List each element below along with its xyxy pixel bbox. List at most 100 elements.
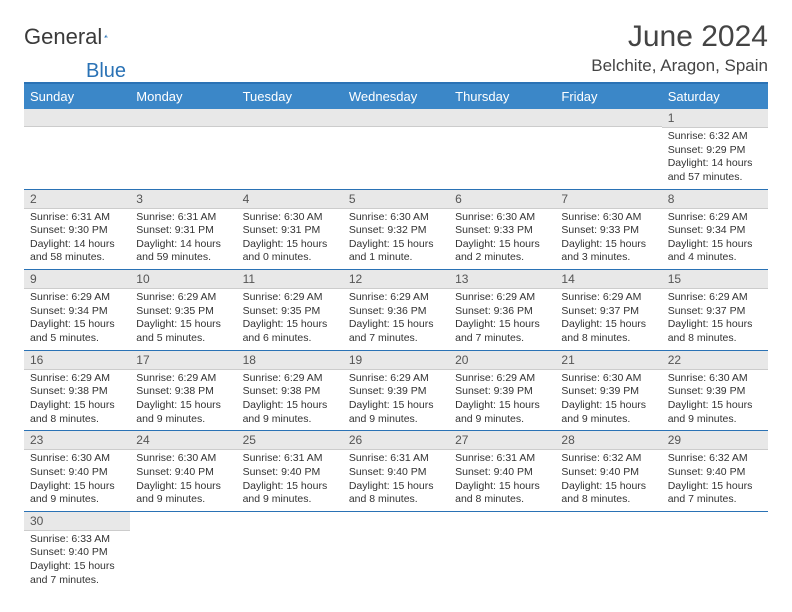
- daylight-text: Daylight: 15 hours and 9 minutes.: [30, 480, 124, 507]
- sunset-text: Sunset: 9:37 PM: [668, 305, 762, 319]
- day-content: Sunrise: 6:31 AMSunset: 9:40 PMDaylight:…: [449, 450, 555, 511]
- daylight-text: Daylight: 15 hours and 0 minutes.: [243, 238, 337, 265]
- day-number: 18: [237, 351, 343, 370]
- sunrise-text: Sunrise: 6:31 AM: [243, 452, 337, 466]
- sunrise-text: Sunrise: 6:29 AM: [243, 372, 337, 386]
- sunrise-text: Sunrise: 6:30 AM: [136, 452, 230, 466]
- calendar-week: 1Sunrise: 6:32 AMSunset: 9:29 PMDaylight…: [24, 109, 768, 189]
- calendar-cell: 16Sunrise: 6:29 AMSunset: 9:38 PMDayligh…: [24, 350, 130, 431]
- daylight-text: Daylight: 15 hours and 8 minutes.: [349, 480, 443, 507]
- day-number: 29: [662, 431, 768, 450]
- day-number: 26: [343, 431, 449, 450]
- daylight-text: Daylight: 15 hours and 3 minutes.: [561, 238, 655, 265]
- daylight-text: Daylight: 15 hours and 8 minutes.: [455, 480, 549, 507]
- day-number: 15: [662, 270, 768, 289]
- calendar-cell: 26Sunrise: 6:31 AMSunset: 9:40 PMDayligh…: [343, 431, 449, 512]
- day-content: Sunrise: 6:29 AMSunset: 9:36 PMDaylight:…: [449, 289, 555, 350]
- day-content: Sunrise: 6:29 AMSunset: 9:34 PMDaylight:…: [24, 289, 130, 350]
- day-content: Sunrise: 6:30 AMSunset: 9:39 PMDaylight:…: [662, 370, 768, 431]
- day-content: Sunrise: 6:29 AMSunset: 9:37 PMDaylight:…: [555, 289, 661, 350]
- day-header: Thursday: [449, 83, 555, 109]
- calendar-cell: 25Sunrise: 6:31 AMSunset: 9:40 PMDayligh…: [237, 431, 343, 512]
- sunset-text: Sunset: 9:40 PM: [243, 466, 337, 480]
- calendar-week: 16Sunrise: 6:29 AMSunset: 9:38 PMDayligh…: [24, 350, 768, 431]
- sunrise-text: Sunrise: 6:29 AM: [30, 372, 124, 386]
- day-number: 14: [555, 270, 661, 289]
- day-number: 22: [662, 351, 768, 370]
- calendar-cell: [237, 511, 343, 591]
- day-content: Sunrise: 6:30 AMSunset: 9:31 PMDaylight:…: [237, 209, 343, 270]
- day-number: 10: [130, 270, 236, 289]
- sunrise-text: Sunrise: 6:29 AM: [668, 211, 762, 225]
- daylight-text: Daylight: 14 hours and 58 minutes.: [30, 238, 124, 265]
- daylight-text: Daylight: 15 hours and 8 minutes.: [668, 318, 762, 345]
- calendar-cell: 20Sunrise: 6:29 AMSunset: 9:39 PMDayligh…: [449, 350, 555, 431]
- calendar-cell: 28Sunrise: 6:32 AMSunset: 9:40 PMDayligh…: [555, 431, 661, 512]
- day-content: Sunrise: 6:29 AMSunset: 9:35 PMDaylight:…: [237, 289, 343, 350]
- day-header: Sunday: [24, 83, 130, 109]
- empty-day: [555, 109, 661, 127]
- sunset-text: Sunset: 9:37 PM: [561, 305, 655, 319]
- day-content: Sunrise: 6:32 AMSunset: 9:29 PMDaylight:…: [662, 128, 768, 189]
- day-content: Sunrise: 6:29 AMSunset: 9:35 PMDaylight:…: [130, 289, 236, 350]
- calendar-cell: [662, 511, 768, 591]
- calendar-table: SundayMondayTuesdayWednesdayThursdayFrid…: [24, 82, 768, 591]
- day-content: Sunrise: 6:30 AMSunset: 9:32 PMDaylight:…: [343, 209, 449, 270]
- sunset-text: Sunset: 9:38 PM: [136, 385, 230, 399]
- sunrise-text: Sunrise: 6:33 AM: [30, 533, 124, 547]
- day-content: Sunrise: 6:30 AMSunset: 9:40 PMDaylight:…: [24, 450, 130, 511]
- sunset-text: Sunset: 9:40 PM: [349, 466, 443, 480]
- logo-text-2: Blue: [86, 60, 126, 83]
- day-content: Sunrise: 6:31 AMSunset: 9:40 PMDaylight:…: [343, 450, 449, 511]
- day-content: Sunrise: 6:33 AMSunset: 9:40 PMDaylight:…: [24, 531, 130, 592]
- calendar-cell: 11Sunrise: 6:29 AMSunset: 9:35 PMDayligh…: [237, 270, 343, 351]
- sunset-text: Sunset: 9:35 PM: [136, 305, 230, 319]
- daylight-text: Daylight: 15 hours and 8 minutes.: [561, 318, 655, 345]
- calendar-cell: [24, 109, 130, 189]
- calendar-week: 23Sunrise: 6:30 AMSunset: 9:40 PMDayligh…: [24, 431, 768, 512]
- daylight-text: Daylight: 15 hours and 1 minute.: [349, 238, 443, 265]
- sunset-text: Sunset: 9:31 PM: [243, 224, 337, 238]
- day-content: Sunrise: 6:30 AMSunset: 9:33 PMDaylight:…: [449, 209, 555, 270]
- calendar-cell: [237, 109, 343, 189]
- day-number: 30: [24, 512, 130, 531]
- calendar-cell: [130, 511, 236, 591]
- sunrise-text: Sunrise: 6:29 AM: [455, 291, 549, 305]
- sunset-text: Sunset: 9:40 PM: [30, 546, 124, 560]
- calendar-cell: 1Sunrise: 6:32 AMSunset: 9:29 PMDaylight…: [662, 109, 768, 189]
- day-number: 3: [130, 190, 236, 209]
- calendar-header-row: SundayMondayTuesdayWednesdayThursdayFrid…: [24, 83, 768, 109]
- daylight-text: Daylight: 15 hours and 9 minutes.: [136, 399, 230, 426]
- day-number: 21: [555, 351, 661, 370]
- daylight-text: Daylight: 15 hours and 6 minutes.: [243, 318, 337, 345]
- sunset-text: Sunset: 9:29 PM: [668, 144, 762, 158]
- day-number: 24: [130, 431, 236, 450]
- calendar-cell: 21Sunrise: 6:30 AMSunset: 9:39 PMDayligh…: [555, 350, 661, 431]
- day-content: Sunrise: 6:30 AMSunset: 9:40 PMDaylight:…: [130, 450, 236, 511]
- sunrise-text: Sunrise: 6:31 AM: [136, 211, 230, 225]
- day-header: Friday: [555, 83, 661, 109]
- sunset-text: Sunset: 9:36 PM: [455, 305, 549, 319]
- calendar-cell: 13Sunrise: 6:29 AMSunset: 9:36 PMDayligh…: [449, 270, 555, 351]
- sunset-text: Sunset: 9:30 PM: [30, 224, 124, 238]
- sunset-text: Sunset: 9:39 PM: [455, 385, 549, 399]
- daylight-text: Daylight: 15 hours and 9 minutes.: [455, 399, 549, 426]
- day-content: Sunrise: 6:30 AMSunset: 9:33 PMDaylight:…: [555, 209, 661, 270]
- day-number: 1: [662, 109, 768, 128]
- sunrise-text: Sunrise: 6:32 AM: [561, 452, 655, 466]
- day-number: 4: [237, 190, 343, 209]
- sunset-text: Sunset: 9:39 PM: [349, 385, 443, 399]
- sunrise-text: Sunrise: 6:29 AM: [668, 291, 762, 305]
- sunrise-text: Sunrise: 6:29 AM: [243, 291, 337, 305]
- day-content: Sunrise: 6:29 AMSunset: 9:38 PMDaylight:…: [237, 370, 343, 431]
- calendar-week: 30Sunrise: 6:33 AMSunset: 9:40 PMDayligh…: [24, 511, 768, 591]
- daylight-text: Daylight: 15 hours and 8 minutes.: [561, 480, 655, 507]
- daylight-text: Daylight: 15 hours and 9 minutes.: [243, 399, 337, 426]
- logo-text-1: General: [24, 24, 102, 50]
- day-number: 13: [449, 270, 555, 289]
- sunset-text: Sunset: 9:40 PM: [561, 466, 655, 480]
- calendar-cell: 5Sunrise: 6:30 AMSunset: 9:32 PMDaylight…: [343, 189, 449, 270]
- calendar-cell: 6Sunrise: 6:30 AMSunset: 9:33 PMDaylight…: [449, 189, 555, 270]
- sunset-text: Sunset: 9:33 PM: [455, 224, 549, 238]
- daylight-text: Daylight: 14 hours and 57 minutes.: [668, 157, 762, 184]
